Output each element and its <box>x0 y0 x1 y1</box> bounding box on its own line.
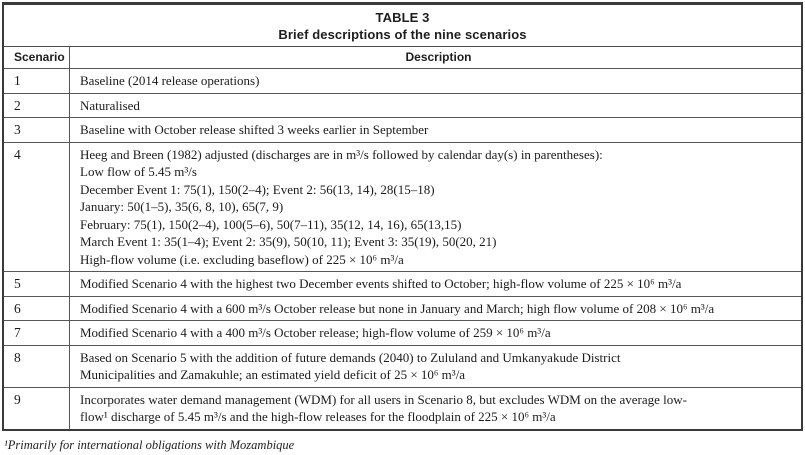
table-row: 4 Heeg and Breen (1982) adjusted (discha… <box>4 142 801 272</box>
table-title: Brief descriptions of the nine scenarios <box>278 27 527 42</box>
scenario-number: 4 <box>4 142 70 271</box>
scenario-number: 1 <box>4 69 70 93</box>
scenario-description: Baseline (2014 release operations) <box>80 73 260 88</box>
table-row: 6 Modified Scenario 4 with a 600 m³/s Oc… <box>4 296 801 321</box>
scenario-description: Naturalised <box>80 97 140 113</box>
table-row: 1 Baseline (2014 release operations) <box>4 69 801 94</box>
scenario-description: Based on Scenario 5 with the addition of… <box>80 349 621 383</box>
table-number: TABLE 3 <box>375 10 430 25</box>
table-row: 5 Modified Scenario 4 with the highest t… <box>4 272 801 297</box>
scenario-number: 9 <box>4 387 70 429</box>
table-caption: TABLE 3 Brief descriptions of the nine s… <box>4 5 801 47</box>
scenario-number: 2 <box>4 93 70 117</box>
column-header-scenario: Scenario <box>4 47 70 68</box>
scenario-number: 3 <box>4 118 70 142</box>
scenarios-table: TABLE 3 Brief descriptions of the nine s… <box>2 2 803 431</box>
table-row: 3 Baseline with October release shifted … <box>4 118 801 143</box>
scenario-number: 8 <box>4 345 70 387</box>
scenario-number: 7 <box>4 321 70 345</box>
footnote: ¹Primarily for international obligations… <box>4 438 295 452</box>
scenario-description: Heeg and Breen (1982) adjusted (discharg… <box>80 146 603 267</box>
scenario-number: 6 <box>4 296 70 320</box>
table-row: 2 Naturalised <box>4 93 801 118</box>
column-header-description: Description <box>405 50 472 64</box>
scenario-number: 5 <box>4 272 70 296</box>
scenario-description: Modified Scenario 4 with a 400 m³/s Octo… <box>80 325 551 340</box>
scenario-description: Baseline with October release shifted 3 … <box>80 122 429 137</box>
table-row: 8 Based on Scenario 5 with the addition … <box>4 345 801 388</box>
table-row: 9 Incorporates water demand management (… <box>4 387 801 429</box>
table-header-row: Scenario Description <box>4 47 801 69</box>
table-row: 7 Modified Scenario 4 with a 400 m³/s Oc… <box>4 321 801 346</box>
scenario-description: Modified Scenario 4 with the highest two… <box>80 276 682 291</box>
scenario-description: Modified Scenario 4 with a 600 m³/s Octo… <box>80 300 715 316</box>
scenario-description: Incorporates water demand management (WD… <box>80 391 687 425</box>
